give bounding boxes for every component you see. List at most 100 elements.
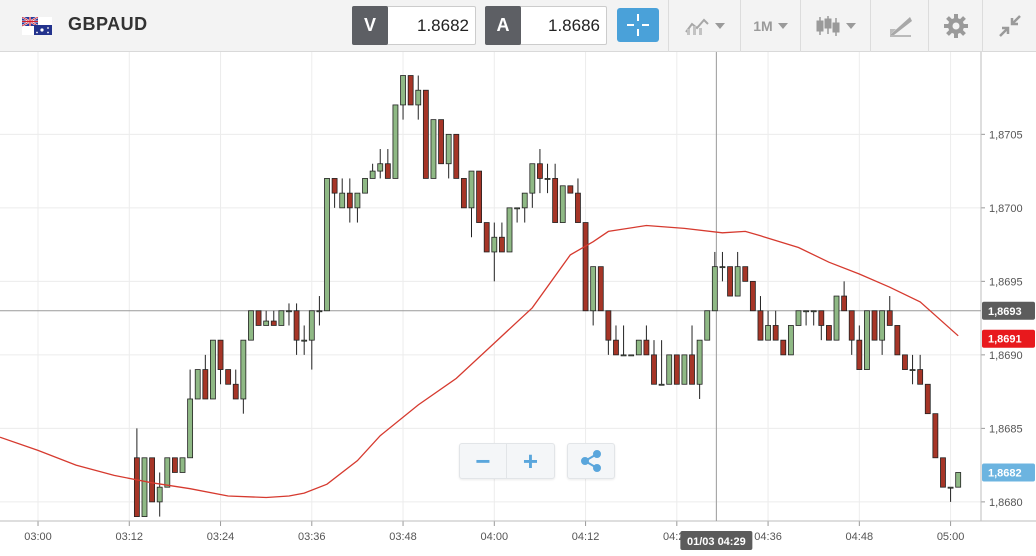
candle-down xyxy=(643,339,650,356)
candle-down xyxy=(605,310,612,341)
candle-down xyxy=(133,457,140,517)
crosshair-time-tag: 01/03 04:29 xyxy=(687,536,746,548)
candle-up xyxy=(795,310,802,326)
candle-down xyxy=(597,266,604,312)
chevron-down-icon xyxy=(846,23,856,29)
share-button[interactable] xyxy=(568,444,614,478)
candle-down xyxy=(460,178,467,209)
candle-up xyxy=(392,104,399,179)
candle-up xyxy=(734,266,741,297)
x-tick-label: 04:12 xyxy=(572,531,600,543)
candle-up xyxy=(787,325,794,356)
candle-up xyxy=(909,369,916,371)
candlestick-chart[interactable]: 03:00 03:12 03:24 03:36 03:48 04:00 04:12 04:24… xyxy=(0,52,1036,556)
candle-up xyxy=(544,178,551,180)
candle-down xyxy=(225,369,232,385)
candle-down xyxy=(940,457,946,488)
candle-down xyxy=(293,310,300,341)
candle-down xyxy=(772,325,779,341)
zoom-in-button[interactable]: + xyxy=(522,445,539,476)
instrument-symbol[interactable]: GBPAUD xyxy=(68,14,148,34)
bid-tag: V xyxy=(352,6,388,45)
chart-type-button[interactable] xyxy=(800,0,870,52)
timeframe-button[interactable]: 1M xyxy=(740,0,800,52)
candle-down xyxy=(453,133,460,179)
candle-up xyxy=(194,369,201,400)
crosshair-icon xyxy=(627,14,649,36)
candle-down xyxy=(818,310,825,326)
crosshair-button[interactable] xyxy=(617,8,659,42)
candle-down xyxy=(232,383,239,400)
gbpaud-flag-icon xyxy=(22,17,52,35)
candle-down xyxy=(924,383,931,415)
candle-up xyxy=(666,354,673,385)
candle-up xyxy=(339,192,346,209)
candle-up xyxy=(187,398,194,459)
candle-down xyxy=(780,339,787,356)
candle-up xyxy=(164,457,171,488)
candle-up xyxy=(316,310,323,313)
crosshair-time-tag-bg xyxy=(680,531,753,550)
x-tick-label: 04:48 xyxy=(846,531,874,543)
settings-button[interactable] xyxy=(928,0,982,52)
candle-down xyxy=(886,310,893,326)
candle-down xyxy=(483,222,490,253)
candle-up xyxy=(141,457,148,517)
candle-down xyxy=(217,339,224,370)
bid-price-tag-bg xyxy=(982,463,1035,482)
candle-up xyxy=(179,457,186,473)
candle-up xyxy=(681,354,688,385)
x-tick-label: 04:36 xyxy=(754,531,782,543)
candle-down xyxy=(270,320,277,326)
zoom-out-button[interactable]: − xyxy=(460,444,507,478)
candle-down xyxy=(848,310,855,341)
candle-down xyxy=(575,192,581,223)
bid-price: 1.8682 xyxy=(417,16,469,35)
candle-down xyxy=(552,178,559,223)
candle-down xyxy=(255,310,262,326)
candle-down xyxy=(582,222,589,312)
y-tick-label: 1,8685 xyxy=(989,423,1023,435)
candle-up xyxy=(248,310,254,341)
collapse-button[interactable] xyxy=(982,0,1036,52)
candle-down xyxy=(499,236,505,253)
candle-up xyxy=(286,310,292,313)
candle-up xyxy=(430,119,437,179)
timeframe-label: 1M xyxy=(753,18,773,34)
candle-down xyxy=(871,310,878,341)
candle-down xyxy=(476,170,482,223)
candlestick-type-icon xyxy=(816,16,840,36)
candle-down xyxy=(902,354,908,370)
bid-quote[interactable]: V 1.8682 xyxy=(352,6,476,45)
candle-down xyxy=(917,369,924,385)
crosshair-price-tag-bg xyxy=(982,301,1035,320)
candle-up xyxy=(377,163,384,172)
candle-down xyxy=(651,354,657,385)
candle-up xyxy=(278,310,285,326)
x-tick-label: 03:48 xyxy=(389,531,417,543)
candle-down xyxy=(757,310,764,341)
y-tick-label: 1,8700 xyxy=(989,203,1023,215)
candle-up xyxy=(529,163,536,194)
x-tick-label: 05:00 xyxy=(937,531,965,543)
candle-down xyxy=(407,75,414,106)
candle-up xyxy=(635,339,642,356)
candle-down xyxy=(932,413,939,459)
crosshair-price-tag: 1,8693 xyxy=(988,306,1022,318)
candle-up xyxy=(369,170,376,179)
candle-down xyxy=(567,185,574,194)
candle-down xyxy=(346,192,353,209)
indicators-button[interactable] xyxy=(668,0,740,52)
candle-down xyxy=(894,325,901,356)
candle-up xyxy=(947,486,954,489)
zoom-controls: − + xyxy=(459,443,555,479)
ask-quote[interactable]: A 1.8686 xyxy=(485,6,607,45)
x-tick-label: 04:00 xyxy=(481,531,509,543)
bid-price-tag: 1,8682 xyxy=(988,467,1022,479)
candle-down xyxy=(422,89,429,179)
candle-down xyxy=(841,295,848,312)
candle-up xyxy=(864,310,870,370)
candle-up xyxy=(324,178,330,312)
drawing-tools-button[interactable] xyxy=(870,0,928,52)
candle-down xyxy=(537,163,543,179)
